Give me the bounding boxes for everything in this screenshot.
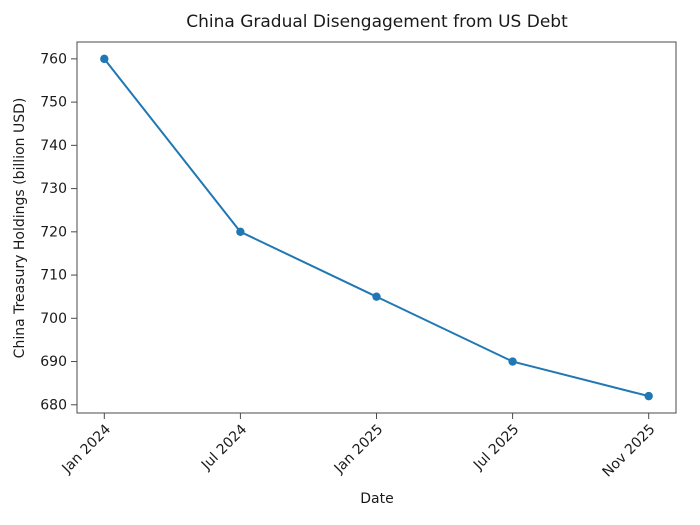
y-tick-label: 700 bbox=[40, 311, 67, 327]
plot-area: 680 690 700 710 720 730 740 750 760 Jan 2024 Jul 2… bbox=[40, 41, 677, 481]
x-tick-label: Jan 2024 bbox=[58, 421, 114, 477]
plot-border bbox=[76, 41, 677, 414]
y-tick-label: 710 bbox=[40, 268, 67, 284]
data-point bbox=[372, 292, 381, 301]
y-tick-label: 690 bbox=[40, 354, 67, 370]
y-tick-label: 750 bbox=[40, 95, 67, 111]
x-axis-label: Date bbox=[360, 491, 393, 507]
data-point bbox=[236, 227, 245, 237]
data-line bbox=[103, 57, 650, 398]
y-tick-label: 740 bbox=[40, 138, 67, 154]
data-point bbox=[508, 357, 517, 366]
y-tick-label: 760 bbox=[40, 51, 67, 67]
x-tick-label: Jan 2025 bbox=[331, 422, 387, 478]
x-tick-label: Nov 2025 bbox=[600, 422, 659, 481]
data-point bbox=[644, 391, 653, 401]
x-tick-label: Jul 2024 bbox=[198, 421, 250, 473]
x-tick-label: Jul 2025 bbox=[470, 422, 522, 474]
y-axis-label: China Treasury Holdings (billion USD) bbox=[12, 98, 28, 359]
chart-title: China Gradual Disengagement from US Debt bbox=[186, 12, 568, 32]
y-tick-label: 720 bbox=[40, 224, 67, 240]
data-point bbox=[100, 54, 109, 64]
y-tick-label: 730 bbox=[40, 181, 67, 197]
y-tick-label: 680 bbox=[40, 397, 67, 413]
